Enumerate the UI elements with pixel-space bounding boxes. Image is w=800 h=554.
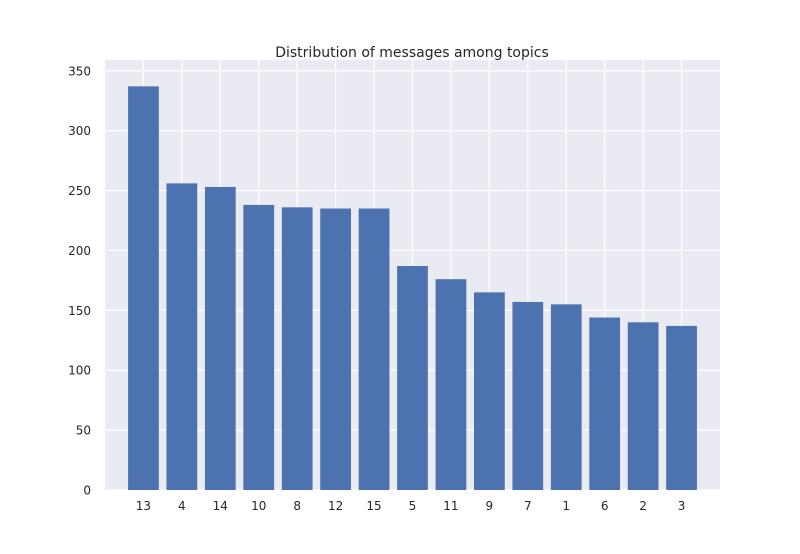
y-tick-label: 150 xyxy=(68,304,91,318)
y-tick-label: 300 xyxy=(68,124,91,138)
bar-topic-9 xyxy=(474,292,505,490)
y-tick-label: 350 xyxy=(68,64,91,78)
bar-topic-7 xyxy=(512,301,544,490)
x-tick-label: 2 xyxy=(639,499,647,513)
bar-topic-12 xyxy=(320,208,351,490)
x-tick-label: 7 xyxy=(524,499,532,513)
x-tick-label: 6 xyxy=(601,499,609,513)
y-tick-label: 250 xyxy=(68,184,91,198)
bar-topic-1 xyxy=(550,304,582,490)
bar-topic-5 xyxy=(397,266,428,490)
x-tick-label: 4 xyxy=(178,499,186,513)
bar-topic-2 xyxy=(627,322,659,490)
bar-topic-13 xyxy=(128,86,159,490)
x-tick-label: 10 xyxy=(251,499,266,513)
x-tick-label: 1 xyxy=(562,499,570,513)
y-tick-label: 50 xyxy=(76,424,91,438)
bar-topic-10 xyxy=(243,204,275,490)
bar-topic-11 xyxy=(435,279,467,490)
x-tick-label: 11 xyxy=(443,499,458,513)
x-tick-label: 8 xyxy=(293,499,301,513)
bar-topic-3 xyxy=(666,325,697,490)
bar-topic-14 xyxy=(204,186,236,490)
x-tick-label: 15 xyxy=(366,499,381,513)
x-tick-label: 12 xyxy=(328,499,343,513)
x-tick-label: 9 xyxy=(486,499,494,513)
y-tick-label: 200 xyxy=(68,244,91,258)
x-tick-label: 13 xyxy=(136,499,151,513)
chart-title: Distribution of messages among topics xyxy=(275,45,549,61)
bar-topic-4 xyxy=(166,183,198,490)
x-tick-label: 5 xyxy=(409,499,417,513)
y-tick-label: 100 xyxy=(68,364,91,378)
bar-topic-15 xyxy=(358,208,390,490)
y-tick-label: 0 xyxy=(83,484,91,498)
x-tick-label: 3 xyxy=(678,499,686,513)
bar-topic-6 xyxy=(589,317,621,490)
bar-topic-8 xyxy=(281,207,313,490)
x-tick-label: 14 xyxy=(213,499,228,513)
